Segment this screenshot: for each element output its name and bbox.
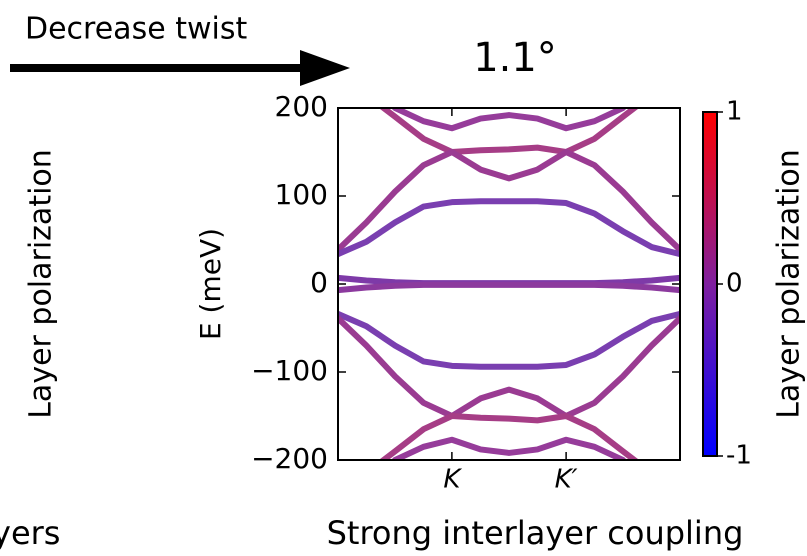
band-line	[338, 149, 680, 253]
band-line	[338, 281, 680, 294]
y-tick-label: −200	[251, 442, 328, 475]
x-tick-label: K	[443, 465, 462, 495]
y-tick-label: 200	[275, 90, 328, 123]
chart-title: 1.1°	[473, 35, 557, 81]
arrow-label: Decrease twist	[25, 12, 247, 47]
caption: Strong interlayer coupling	[327, 514, 744, 552]
colorbar-tick-label: 0	[726, 269, 743, 299]
band-line	[378, 108, 640, 155]
colorbar-tick-label: 1	[726, 97, 743, 127]
colorbar-tick-label: -1	[726, 441, 752, 471]
band-line	[338, 310, 680, 370]
left-ylabel: Layer polarization	[24, 149, 59, 419]
colorbar-label: Layer polarization	[772, 149, 807, 419]
y-tick-label: 0	[310, 266, 328, 299]
band-line	[391, 108, 627, 132]
band-line	[378, 413, 640, 460]
band-line	[338, 198, 680, 258]
band-line	[391, 436, 627, 460]
plot-area	[338, 108, 680, 460]
x-tick-label: K′	[555, 465, 578, 495]
colorbar	[702, 111, 718, 457]
y-tick-label: −100	[251, 354, 328, 387]
y-axis-label: E (meV)	[194, 228, 227, 340]
band-line	[338, 315, 680, 419]
arrow-head	[300, 50, 350, 86]
y-tick-label: 100	[275, 178, 328, 211]
left-caption: yers	[0, 514, 60, 552]
